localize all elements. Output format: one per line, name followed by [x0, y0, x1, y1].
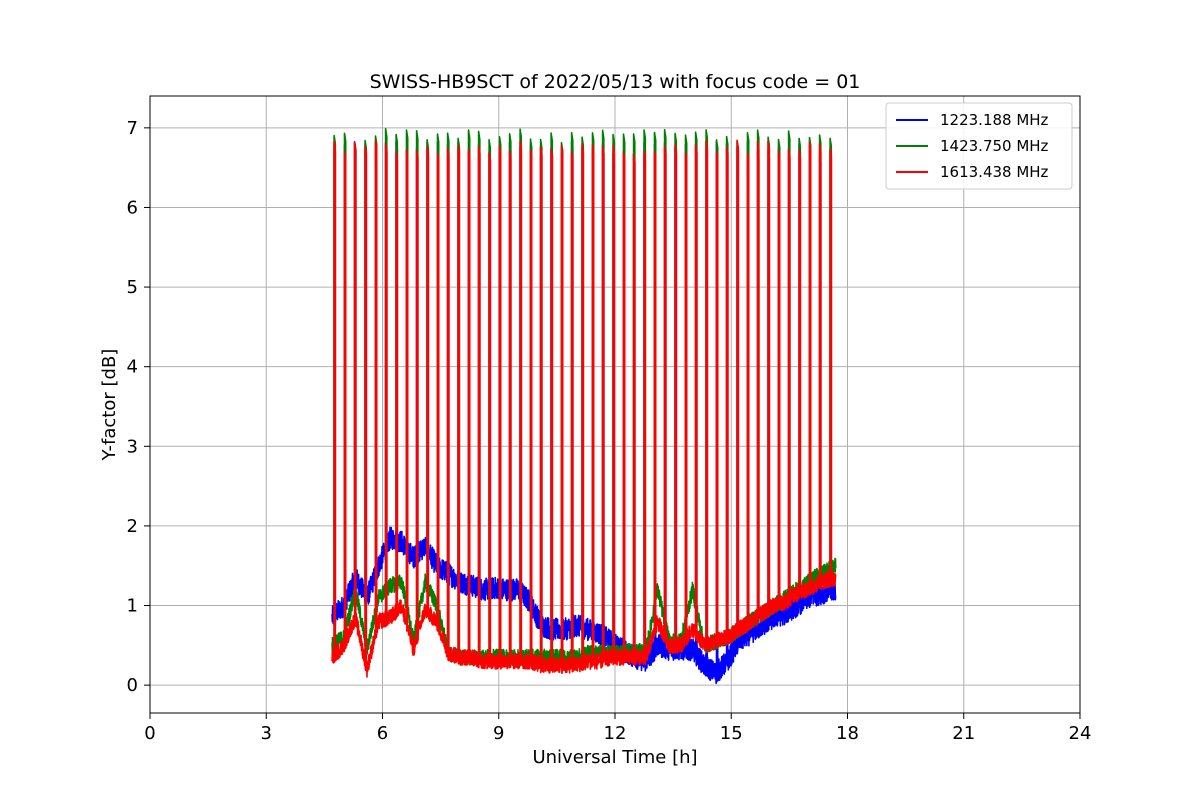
y-tick-label: 5	[127, 277, 138, 298]
y-tick-label: 2	[127, 516, 138, 537]
x-tick-label: 3	[261, 723, 272, 744]
plot-series	[331, 127, 837, 685]
legend-box	[885, 102, 1073, 190]
y-tick-label: 7	[127, 118, 138, 139]
x-tick-label: 21	[952, 723, 975, 744]
y-axis-label: Y-factor [dB]	[99, 349, 120, 462]
y-tick-label: 3	[127, 436, 138, 457]
y-tick-label: 6	[127, 197, 138, 218]
legend-label: 1223.188 MHz	[940, 111, 1049, 129]
legend: 1223.188 MHz 1423.750 MHz 1613.438 MHz	[885, 102, 1073, 190]
y-tick-label: 1	[127, 596, 138, 617]
series-line	[331, 140, 837, 678]
x-tick-label: 24	[1069, 723, 1092, 744]
x-tick-label: 0	[144, 723, 155, 744]
x-tick-label: 18	[836, 723, 859, 744]
x-tick-label: 9	[493, 723, 504, 744]
legend-label: 1613.438 MHz	[940, 163, 1049, 181]
x-axis-label: Universal Time [h]	[532, 747, 697, 768]
chart-title: SWISS-HB9SCT of 2022/05/13 with focus co…	[370, 71, 861, 93]
x-tick-label: 15	[720, 723, 743, 744]
y-tick-label: 4	[127, 357, 138, 378]
y-tick-label: 0	[127, 675, 138, 696]
legend-label: 1423.750 MHz	[940, 137, 1049, 155]
x-tick-label: 12	[604, 723, 627, 744]
x-tick-label: 6	[377, 723, 388, 744]
